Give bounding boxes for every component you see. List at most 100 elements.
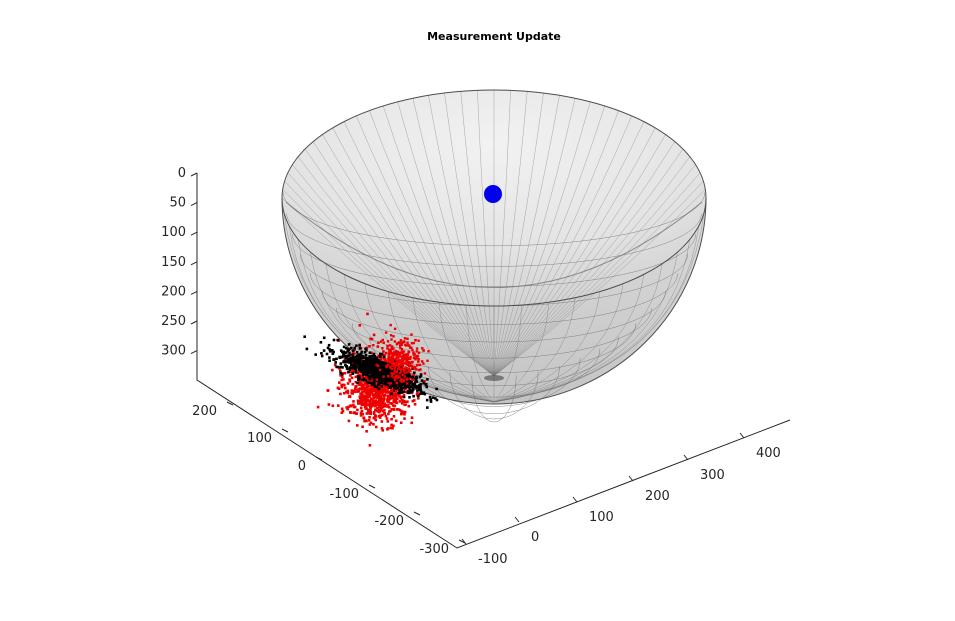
- mesh-line: [313, 141, 495, 377]
- particle-red: [414, 368, 418, 371]
- particle-black: [363, 360, 367, 364]
- particle-red: [368, 395, 371, 399]
- particle-red: [407, 404, 411, 408]
- particle-red: [427, 350, 430, 353]
- particle-black: [386, 372, 389, 375]
- particle-red: [403, 357, 406, 361]
- particle-red: [381, 397, 384, 401]
- particle-red: [367, 419, 371, 422]
- particle-red: [421, 360, 424, 363]
- particle-red: [414, 338, 417, 342]
- particle-red: [395, 364, 399, 367]
- particle-red: [404, 390, 407, 394]
- particle-red: [366, 392, 369, 395]
- x-tick: [683, 454, 689, 461]
- y-tick-label: 0: [298, 459, 306, 474]
- particle-black: [344, 360, 347, 364]
- particle-red: [392, 424, 395, 428]
- particle-red: [407, 370, 411, 373]
- particle-red: [397, 408, 400, 411]
- particle-black: [350, 363, 353, 367]
- particle-red: [379, 414, 382, 417]
- particle-black: [326, 346, 330, 350]
- particle-red: [386, 340, 390, 343]
- particle-red: [415, 392, 419, 396]
- particle-black: [340, 355, 343, 359]
- particle-red: [386, 420, 390, 423]
- particle-black: [342, 355, 346, 358]
- particle-black: [364, 356, 367, 360]
- particle-black: [435, 387, 438, 391]
- particle-black: [339, 362, 343, 365]
- particle-red: [375, 393, 378, 396]
- particle-black: [398, 391, 402, 394]
- particle-red: [392, 335, 395, 338]
- mesh-line: [382, 105, 495, 377]
- mesh-line: [325, 263, 495, 403]
- particle-red: [395, 357, 398, 360]
- particle-red: [342, 378, 345, 381]
- mesh-line: [493, 180, 704, 377]
- particle-black: [351, 354, 355, 358]
- particle-black: [349, 359, 353, 363]
- particle-red: [387, 358, 390, 361]
- particle-red: [392, 398, 396, 401]
- particle-red: [361, 393, 364, 396]
- particle-black: [392, 381, 395, 384]
- particle-black: [351, 364, 355, 367]
- particle-black: [322, 349, 326, 352]
- particle-red: [417, 397, 420, 400]
- particle-red: [400, 378, 404, 381]
- particle-red: [411, 349, 414, 352]
- particle-red: [372, 411, 376, 414]
- particle-black: [362, 368, 365, 371]
- particle-red: [394, 363, 397, 366]
- particle-cloud: [303, 312, 439, 447]
- particle-black: [362, 370, 366, 373]
- particle-red: [396, 354, 399, 357]
- particle-black: [375, 356, 378, 360]
- mesh-line: [292, 164, 495, 377]
- x-tick-label: -100: [478, 552, 508, 567]
- particle-red: [387, 398, 391, 402]
- particle-black: [358, 368, 361, 372]
- particle-red: [388, 344, 392, 347]
- particle-red: [398, 372, 401, 375]
- particle-black: [343, 351, 347, 355]
- particle-red: [351, 382, 355, 386]
- particle-black: [374, 368, 378, 372]
- particle-black: [358, 344, 361, 347]
- particle-red: [386, 396, 390, 400]
- particle-red: [391, 367, 394, 371]
- particle-red: [375, 378, 379, 381]
- particle-red: [417, 339, 420, 342]
- mesh-line: [493, 121, 645, 377]
- particle-red: [346, 391, 350, 395]
- particle-red: [403, 417, 406, 420]
- particle-black: [368, 381, 371, 385]
- particle-red: [341, 409, 345, 413]
- particle-black: [388, 378, 391, 381]
- particle-red: [415, 347, 419, 350]
- particle-red: [412, 356, 416, 360]
- particle-black: [413, 385, 417, 389]
- mesh-line: [493, 305, 522, 403]
- particle-red: [410, 416, 414, 419]
- particle-red: [357, 390, 361, 393]
- particle-red: [410, 346, 413, 349]
- particle-red: [350, 376, 354, 380]
- particle-red: [396, 342, 399, 345]
- particle-red: [364, 381, 367, 384]
- particle-red: [361, 425, 364, 429]
- particle-black: [379, 375, 382, 379]
- particle-red: [417, 368, 421, 372]
- particle-black: [366, 381, 370, 384]
- particle-red: [361, 390, 364, 394]
- particle-black: [418, 375, 422, 379]
- particle-red: [390, 417, 393, 421]
- mesh-line: [493, 263, 663, 403]
- z-tick-label: 200: [161, 284, 186, 299]
- particle-black: [372, 377, 376, 381]
- mesh-line: [493, 134, 666, 377]
